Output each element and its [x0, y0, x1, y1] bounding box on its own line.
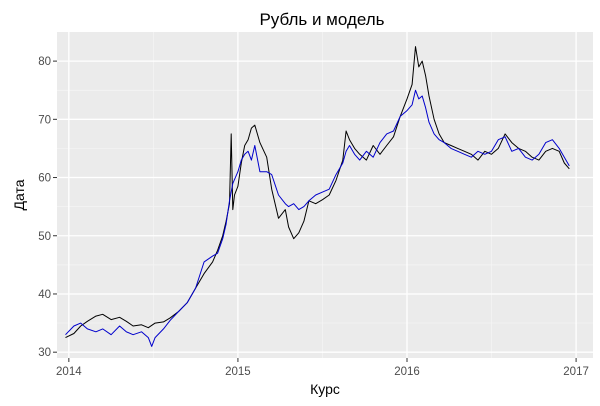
x-axis: 2014 2015 2016 2017: [56, 358, 589, 378]
chart-title: Рубль и модель: [259, 10, 384, 29]
y-tick-label: 70: [38, 114, 51, 126]
x-tick-label: 2015: [225, 366, 251, 378]
minor-gridlines: [57, 32, 593, 358]
y-tick-label: 60: [38, 173, 51, 185]
series-line-2: [65, 89, 570, 347]
x-tick-label: 2014: [56, 366, 82, 378]
x-tick-label: 2017: [563, 366, 589, 378]
y-axis: 30 40 50 60 70 80: [38, 56, 57, 359]
y-tick-label: 30: [38, 347, 51, 359]
y-tick-label: 50: [38, 231, 51, 243]
x-tick-label: 2016: [394, 366, 420, 378]
y-tick-label: 40: [38, 289, 51, 301]
x-axis-title: Курс: [310, 381, 340, 397]
plot-panel: [57, 32, 593, 358]
series-layer: [65, 46, 570, 347]
major-gridlines: [57, 32, 593, 358]
y-tick-label: 80: [38, 56, 51, 68]
y-axis-title: Дата: [11, 179, 27, 210]
series-line-1: [65, 46, 570, 339]
